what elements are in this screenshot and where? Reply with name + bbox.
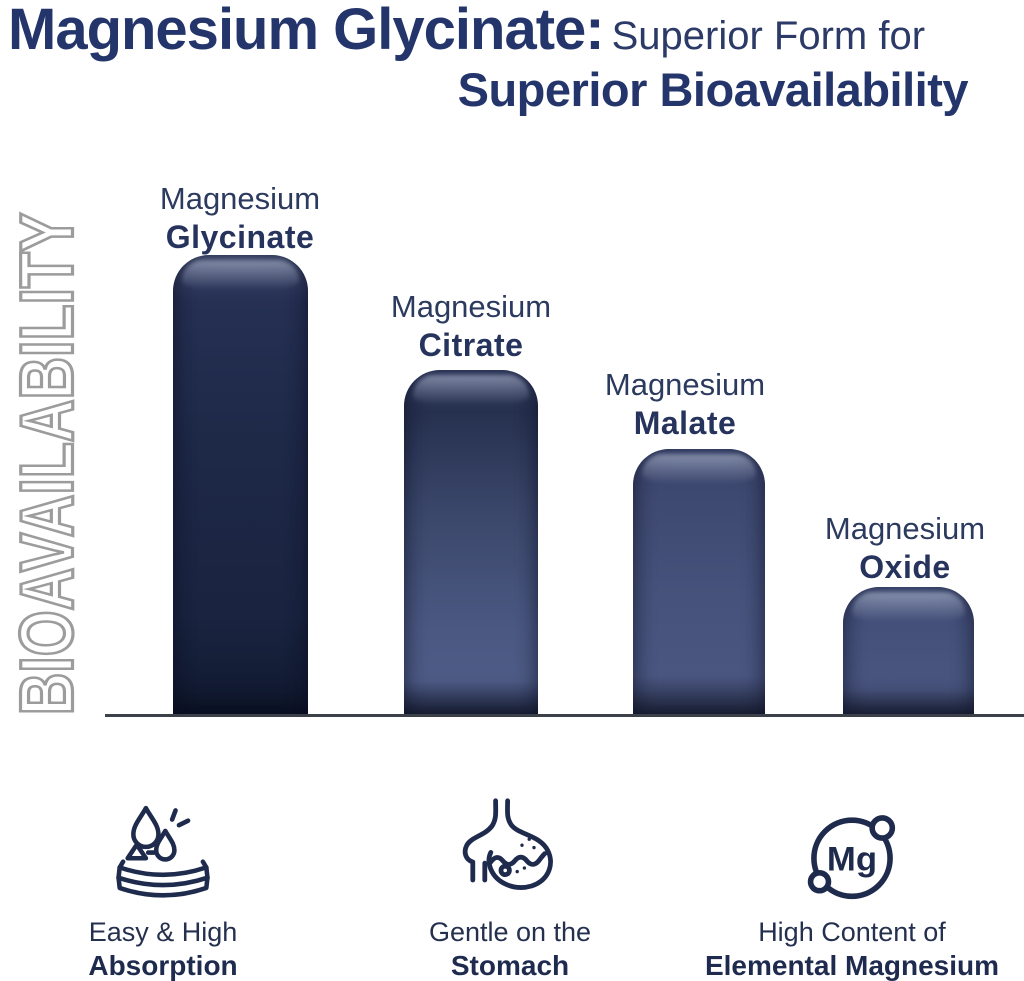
y-axis-label: BIOAVAILABILITY (3, 211, 90, 716)
bar-label-citrate: Magnesium Citrate (351, 288, 591, 365)
mg-symbol: Mg (827, 841, 877, 879)
bar-malate (633, 449, 765, 716)
bar-label-malate: Magnesium Malate (565, 366, 805, 443)
title-product-name: Magnesium Glycinate: (8, 0, 605, 62)
feature-caption-line2: Elemental Magnesium (704, 949, 1000, 981)
feature-elemental-magnesium: Mg High Content of Elemental Magnesium (702, 795, 1002, 981)
title-tagline-part1: Superior Form for (611, 14, 926, 58)
feature-caption-line1: Gentle on the (428, 917, 592, 947)
bar-label-line2: Malate (633, 404, 737, 441)
title-tagline-part2: Superior Bioavailability (457, 63, 969, 116)
y-axis-label-wrap: BIOAVAILABILITY (3, 186, 90, 742)
bar-label-line2: Citrate (418, 326, 524, 363)
mg-atom-icon-box: Mg (702, 795, 1002, 917)
bar-label-glycinate: Magnesium Glycinate (120, 180, 360, 257)
absorption-icon (13, 795, 313, 917)
bar-label-line2: Glycinate (165, 218, 315, 255)
bar-label-line1: Magnesium (824, 511, 986, 546)
feature-caption-line1: High Content of (758, 917, 946, 947)
feature-caption-line2: Stomach (450, 949, 570, 981)
mg-atom-icon: Mg (807, 815, 896, 900)
bar-label-line1: Magnesium (604, 367, 766, 402)
bar-label-line2: Oxide (859, 548, 951, 585)
page-title-line1: Magnesium Glycinate: Superior Form for (8, 0, 925, 63)
bar-label-line1: Magnesium (159, 181, 321, 216)
bar-label-oxide: Magnesium Oxide (785, 510, 1024, 587)
bar-glycinate (173, 255, 308, 716)
bar-citrate (404, 370, 538, 716)
bar-oxide (843, 587, 974, 716)
feature-caption-line1: Easy & High (88, 917, 238, 947)
bar-label-line1: Magnesium (390, 289, 552, 324)
stomach-icon (462, 798, 553, 890)
absorption-drops-icon (116, 805, 210, 898)
feature-caption-line2: Absorption (88, 949, 238, 981)
x-axis-baseline (105, 714, 1024, 717)
feature-absorption: Easy & High Absorption (13, 795, 313, 981)
stomach-icon (360, 795, 660, 917)
feature-stomach: Gentle on the Stomach (360, 795, 660, 981)
